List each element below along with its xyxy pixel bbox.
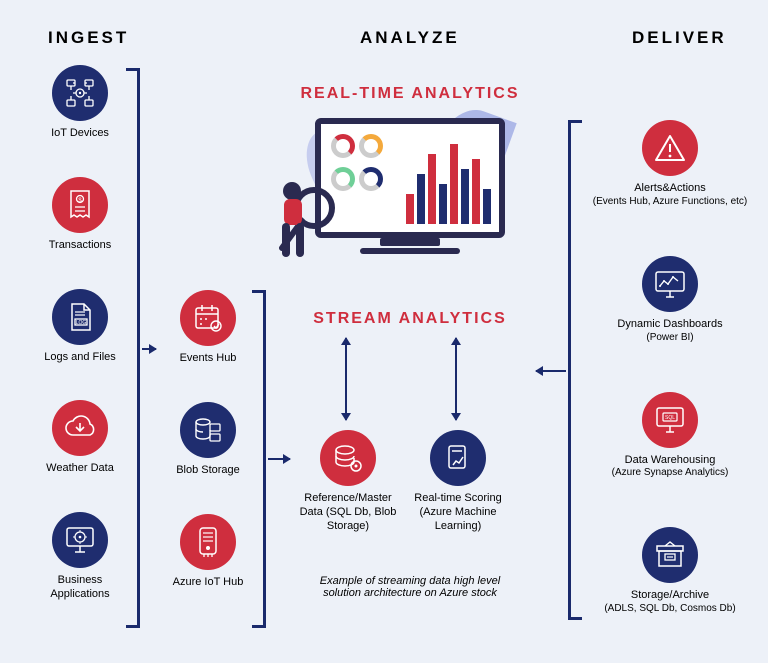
ingest-hubs-column: Events Hub Blob Storage Azure IoT Hub bbox=[158, 290, 258, 625]
node-label: Blob Storage bbox=[176, 464, 240, 478]
node-receipt: $ Transactions bbox=[49, 177, 112, 253]
blob-icon bbox=[180, 402, 236, 458]
cloud-icon bbox=[52, 400, 108, 456]
node-alert: Alerts&Actions(Events Hub, Azure Functio… bbox=[593, 120, 748, 207]
archive-icon bbox=[642, 527, 698, 583]
node-iot: IoT Devices bbox=[51, 65, 109, 141]
node-label: Transactions bbox=[49, 239, 112, 253]
node-sublabel: (Power BI) bbox=[646, 332, 693, 343]
person-magnifier-icon bbox=[272, 173, 352, 283]
node-label: Alerts&Actions bbox=[634, 182, 706, 196]
node-archive: Storage/Archive(ADLS, SQL Db, Cosmos Db) bbox=[604, 527, 735, 614]
node-cloud: Weather Data bbox=[46, 400, 114, 476]
svg-text:$: $ bbox=[78, 198, 82, 204]
dashboard-icon bbox=[642, 256, 698, 312]
ml-doc-icon bbox=[430, 430, 486, 486]
bracket-ingest bbox=[126, 68, 140, 628]
ingest-sources-column: IoT Devices $ Transactions LOG Logs and File… bbox=[30, 65, 130, 638]
bracket-hubs bbox=[252, 290, 266, 628]
node-label: Data Warehousing bbox=[625, 454, 716, 468]
header-analyze: ANALYZE bbox=[360, 28, 460, 48]
header-ingest: INGEST bbox=[48, 28, 129, 48]
node-server: Azure IoT Hub bbox=[173, 514, 244, 590]
node-sublabel: (Events Hub, Azure Functions, etc) bbox=[593, 196, 748, 207]
database-gear-icon bbox=[320, 430, 376, 486]
monitor-icon bbox=[52, 512, 108, 568]
node-label: Business Applications bbox=[30, 574, 130, 602]
node-label: Dynamic Dashboards bbox=[617, 318, 722, 332]
arrow-deliver-to-analyze bbox=[536, 370, 566, 372]
arrow-stream-to-scoring bbox=[455, 338, 457, 420]
sql-icon: SQL bbox=[642, 392, 698, 448]
calendar-icon bbox=[180, 290, 236, 346]
node-dashboard: Dynamic Dashboards(Power BI) bbox=[617, 256, 722, 343]
realtime-scoring-label: Real-time Scoring (Azure Machine Learnin… bbox=[408, 492, 508, 533]
bracket-deliver bbox=[568, 120, 582, 620]
node-sublabel: (ADLS, SQL Db, Cosmos Db) bbox=[604, 603, 735, 614]
node-sublabel: (Azure Synapse Analytics) bbox=[612, 467, 729, 478]
server-icon bbox=[180, 514, 236, 570]
alert-icon bbox=[642, 120, 698, 176]
reference-data-label: Reference/Master Data (SQL Db, Blob Stor… bbox=[298, 492, 398, 533]
log-icon: LOG bbox=[52, 289, 108, 345]
iot-icon bbox=[52, 65, 108, 121]
reference-data-node: Reference/Master Data (SQL Db, Blob Stor… bbox=[298, 430, 398, 533]
dashboard-illustration bbox=[300, 118, 520, 254]
arrow-ingest-to-hubs bbox=[142, 348, 156, 350]
svg-text:SQL: SQL bbox=[665, 415, 675, 421]
node-log: LOG Logs and Files bbox=[44, 289, 116, 365]
stream-analytics-title: STREAM ANALYTICS bbox=[300, 310, 520, 328]
arrow-stream-to-refdata bbox=[345, 338, 347, 420]
node-label: IoT Devices bbox=[51, 127, 109, 141]
receipt-icon: $ bbox=[52, 177, 108, 233]
node-label: Weather Data bbox=[46, 462, 114, 476]
realtime-analytics-title: REAL-TIME ANALYTICS bbox=[300, 85, 520, 103]
node-monitor: Business Applications bbox=[30, 512, 130, 602]
node-sql: SQL Data Warehousing(Azure Synapse Analyt… bbox=[612, 392, 729, 479]
node-label: Logs and Files bbox=[44, 351, 116, 365]
diagram-caption: Example of streaming data high level sol… bbox=[300, 575, 520, 599]
header-deliver: DELIVER bbox=[632, 28, 727, 48]
node-blob: Blob Storage bbox=[176, 402, 240, 478]
node-label: Storage/Archive bbox=[631, 589, 709, 603]
node-label: Azure IoT Hub bbox=[173, 576, 244, 590]
realtime-scoring-node: Real-time Scoring (Azure Machine Learnin… bbox=[408, 430, 508, 533]
deliver-column: Alerts&Actions(Events Hub, Azure Functio… bbox=[585, 120, 755, 663]
svg-text:LOG: LOG bbox=[76, 320, 87, 326]
node-calendar: Events Hub bbox=[180, 290, 237, 366]
node-label: Events Hub bbox=[180, 352, 237, 366]
arrow-hubs-to-analyze bbox=[268, 458, 290, 460]
